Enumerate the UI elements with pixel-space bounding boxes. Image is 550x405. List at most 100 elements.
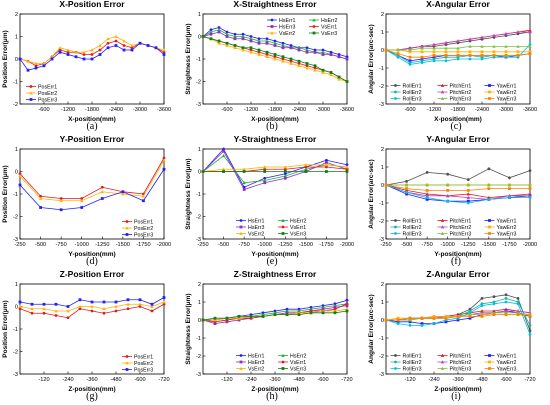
data-point <box>444 46 448 50</box>
data-point <box>209 28 213 32</box>
data-point <box>325 165 328 169</box>
data-point <box>480 57 484 61</box>
data-point <box>273 313 277 316</box>
data-point <box>281 46 285 50</box>
y-tick-label: 1 <box>198 147 201 153</box>
data-point <box>305 48 309 52</box>
data-point <box>162 302 166 306</box>
data-point <box>528 196 532 200</box>
data-point <box>257 48 261 52</box>
x-tick-label: -120 <box>404 377 415 383</box>
data-point <box>405 180 408 183</box>
data-point <box>321 70 325 74</box>
data-point <box>273 44 277 47</box>
legend-label: YawErr3 <box>497 366 517 372</box>
data-point <box>138 305 142 308</box>
data-point <box>480 304 484 307</box>
data-point <box>444 316 448 320</box>
x-axis-label: X-position(mm) <box>68 116 116 123</box>
data-point <box>345 80 349 83</box>
legend-marker <box>488 360 491 364</box>
legend-label: HsErr2 <box>290 353 307 359</box>
x-tick-label: -360 <box>452 377 463 383</box>
legend-marker <box>440 218 445 222</box>
data-point <box>281 59 285 63</box>
data-point <box>126 302 130 306</box>
x-axis-label: Z-position(mm) <box>68 386 115 393</box>
data-point <box>90 57 94 61</box>
legend: HsErr1 HsErr2 HsErr3 VsErr1 VsErr2 VsErr3 <box>236 218 307 237</box>
data-point <box>257 50 261 54</box>
data-point <box>466 178 470 182</box>
series-VsErr3 <box>201 309 349 322</box>
legend-item: PosErr1 <box>122 219 153 225</box>
y-tick-label: -2 <box>379 354 384 360</box>
data-point <box>444 54 448 57</box>
chart-panel-5: Y-Straightness Error -3 -2 -1 0 1 -250 -500 -750… <box>185 134 354 258</box>
data-point <box>468 315 472 318</box>
legend-marker <box>239 225 243 229</box>
data-point <box>432 316 436 320</box>
legend-label: RollErr2 <box>403 360 422 366</box>
data-point <box>329 71 333 74</box>
data-point <box>456 57 460 61</box>
data-point <box>420 46 424 50</box>
x-tick-label: -3600 <box>157 107 171 113</box>
data-point <box>263 178 267 182</box>
legend-item: RollErr1 <box>390 353 422 359</box>
data-point <box>122 48 126 52</box>
data-point <box>263 165 267 169</box>
data-point <box>408 320 412 324</box>
x-tick-label: -2400 <box>292 107 306 113</box>
x-tick-label: -3600 <box>523 107 537 113</box>
legend-marker <box>125 368 129 371</box>
data-point <box>466 199 470 203</box>
x-tick-label: -1800 <box>268 107 282 113</box>
legend-marker <box>394 84 397 87</box>
data-point <box>408 55 412 59</box>
data-point <box>432 315 436 318</box>
data-point <box>492 302 496 306</box>
panel-label: (d) <box>86 256 98 267</box>
data-point <box>257 41 261 45</box>
data-point <box>345 309 349 313</box>
data-point <box>504 297 508 300</box>
chart-title: X-Position Error <box>59 0 125 9</box>
data-point <box>217 30 221 34</box>
legend-marker <box>440 366 445 370</box>
legend-item: PitchErr3 <box>437 366 471 372</box>
legend-label: VsErr3 <box>290 231 306 237</box>
data-point <box>130 46 134 50</box>
x-tick-label: -240 <box>428 377 439 383</box>
data-point <box>528 30 532 34</box>
legend-marker <box>394 219 397 222</box>
y-tick-label: -1 <box>196 336 201 342</box>
data-point <box>42 61 46 65</box>
data-point <box>420 61 424 64</box>
data-point <box>504 309 508 313</box>
data-point <box>273 57 277 61</box>
x-tick-label: -1800 <box>85 107 99 113</box>
data-point <box>468 57 472 61</box>
legend: HsErr1 HsErr2 HsErr3 VsErr1 VsErr2 VsErr3 <box>236 353 307 372</box>
data-point <box>504 293 508 297</box>
series-PosErr3 <box>18 167 166 212</box>
data-point <box>305 64 309 68</box>
y-axis-label: Position Error(μm) <box>2 165 9 222</box>
data-point <box>321 304 325 307</box>
legend-item: HsErr1 <box>236 353 265 359</box>
data-point <box>492 44 496 48</box>
legend-item: VsErr3 <box>278 231 306 237</box>
data-point <box>241 46 245 50</box>
series-line <box>385 168 531 186</box>
series-line <box>19 160 165 202</box>
data-point <box>249 39 253 43</box>
data-point <box>466 192 470 196</box>
y-tick-label: -2 <box>379 219 384 225</box>
data-point <box>249 315 253 318</box>
data-point <box>446 172 450 176</box>
data-point <box>468 50 472 54</box>
data-point <box>241 34 245 38</box>
x-tick-label: -240 <box>62 377 73 383</box>
